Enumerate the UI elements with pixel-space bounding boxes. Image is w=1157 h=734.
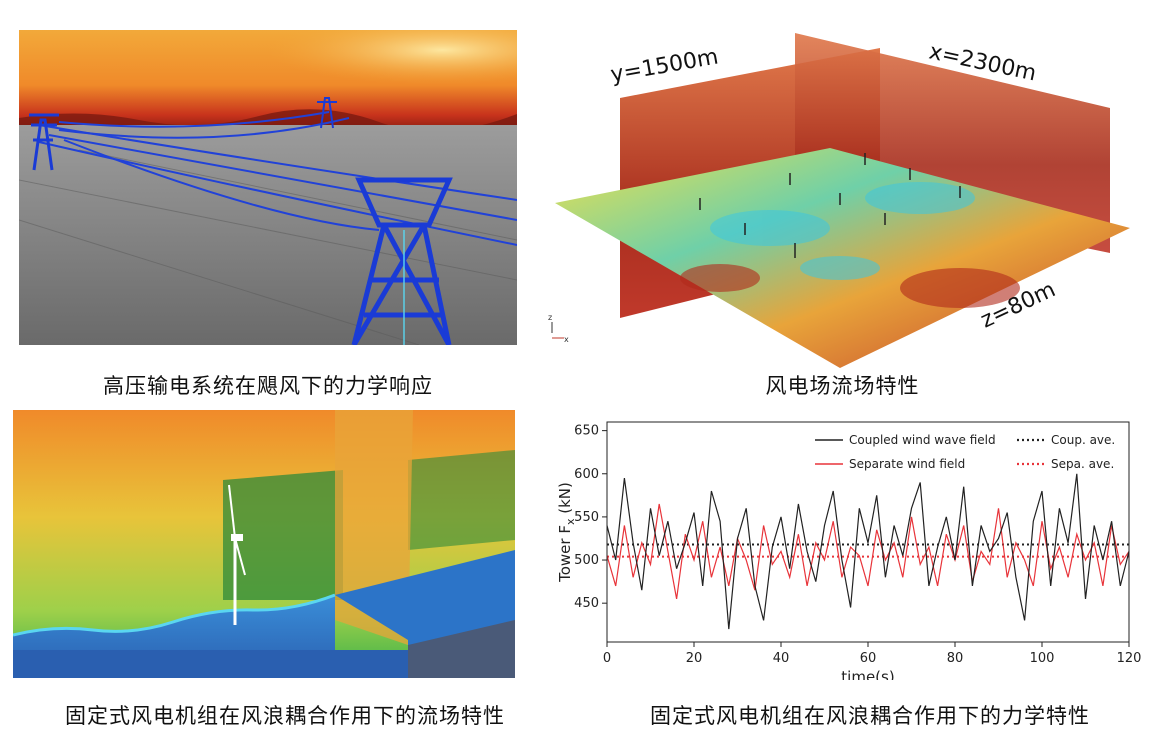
turbine-flow-image: [13, 410, 515, 678]
far-tower-icon: [29, 113, 59, 171]
windfarm-flow-image: y=1500m x=2300m z=80m z x: [540, 28, 1145, 368]
series-line-2: [606, 503, 1130, 600]
legend-label: Separate wind field: [849, 457, 965, 471]
y-tick-label: 500: [574, 553, 599, 568]
y-axis-ticks: 450 500 550 600 650: [574, 424, 607, 611]
legend-label: Sepa. ave.: [1051, 457, 1114, 471]
x-tick-label: 100: [1030, 651, 1055, 666]
y-tick-label: 600: [574, 467, 599, 482]
y-plane-label: y=1500m: [609, 44, 721, 88]
x-tick-label: 80: [947, 651, 964, 666]
y-axis-label: Tower Fx (kN): [556, 482, 577, 583]
near-tower-icon: [351, 177, 453, 345]
tower-force-chart: 0 20 40 60 80 100 120 450 500 550 600 650 time(s) …: [552, 408, 1149, 680]
x-tick-label: 60: [860, 651, 877, 666]
chart-legend: Coupled wind wave field Coup. ave. Separat…: [815, 433, 1115, 471]
svg-text:z: z: [548, 313, 552, 322]
caption-turbine-flow: 固定式风电机组在风浪耦合作用下的流场特性: [65, 704, 505, 728]
x-axis-label: time(s): [841, 668, 894, 680]
caption-windfarm: 风电场流场特性: [765, 374, 920, 398]
legend-label: Coupled wind wave field: [849, 433, 996, 447]
series-line-1: [606, 473, 1130, 630]
x-tick-label: 20: [686, 651, 703, 666]
x-tick-label: 40: [773, 651, 790, 666]
y-tick-label: 650: [574, 424, 599, 439]
svg-text:x: x: [564, 335, 569, 344]
turbine-markers: [699, 153, 961, 258]
x-tick-label: 120: [1117, 651, 1142, 666]
caption-turbine-force: 固定式风电机组在风浪耦合作用下的力学特性: [650, 704, 1090, 728]
caption-transmission: 高压输电系统在飓风下的力学响应: [103, 374, 433, 398]
wind-turbine-icon: [228, 484, 246, 625]
y-tick-label: 450: [574, 596, 599, 611]
transmission-simulation-image: [19, 30, 517, 345]
axis-triad-icon: z x: [548, 313, 569, 344]
x-axis-ticks: 0 20 40 60 80 100 120: [603, 642, 1142, 666]
x-tick-label: 0: [603, 651, 611, 666]
legend-label: Coup. ave.: [1051, 433, 1115, 447]
y-tick-label: 550: [574, 510, 599, 525]
